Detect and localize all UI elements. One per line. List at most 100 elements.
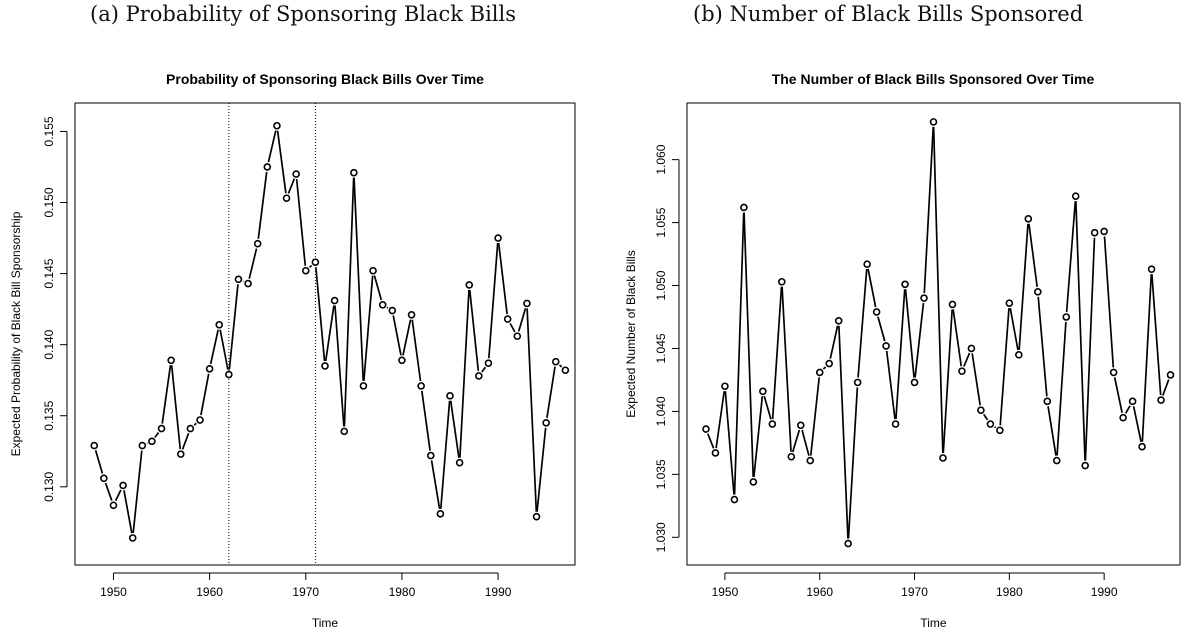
- data-point: [157, 424, 166, 433]
- series-line-segment: [248, 248, 258, 279]
- data-point: [407, 311, 416, 319]
- series-line-segment: [181, 432, 190, 450]
- data-point: [939, 454, 947, 462]
- y-tick-label: 1.055: [654, 207, 668, 237]
- y-tick-label: 1.035: [654, 459, 668, 489]
- series-line-segment: [983, 413, 989, 421]
- data-point: [138, 441, 147, 450]
- series-line-segment: [885, 350, 896, 420]
- series-line-segment: [1047, 406, 1057, 456]
- data-point: [340, 427, 349, 436]
- series-line-segment: [1075, 201, 1086, 461]
- series-line-segment: [343, 177, 355, 427]
- series-line-segment: [857, 269, 868, 378]
- data-point: [1128, 397, 1137, 406]
- series-line-segment: [932, 126, 944, 454]
- series-line-segment: [468, 289, 480, 372]
- series-line-segment: [1162, 379, 1170, 396]
- data-point: [901, 280, 909, 289]
- series-line-segment: [1132, 406, 1142, 442]
- data-point: [721, 382, 729, 391]
- y-tick-label: 0.145: [42, 258, 56, 288]
- data-point: [253, 239, 262, 248]
- data-point: [465, 281, 474, 289]
- data-point: [311, 258, 320, 267]
- data-point: [388, 306, 397, 315]
- series-line-segment: [822, 366, 827, 370]
- data-point: [730, 495, 739, 504]
- data-point: [711, 449, 720, 457]
- data-point: [234, 275, 243, 284]
- series-line-segment: [104, 482, 113, 501]
- data-point: [778, 277, 786, 286]
- series-line-segment: [439, 400, 451, 509]
- series-line-segment: [753, 396, 764, 478]
- series-line-segment: [314, 267, 326, 362]
- data-point: [90, 441, 99, 450]
- data-point: [977, 406, 985, 414]
- series-line-segment: [1141, 274, 1153, 442]
- data-point: [872, 308, 881, 316]
- series-line-segment: [430, 460, 441, 510]
- series-line-segment: [1124, 405, 1131, 414]
- series-line-segment: [276, 130, 287, 194]
- series-line-segment: [952, 309, 963, 367]
- data-point: [1166, 371, 1175, 379]
- series-line-segment: [420, 390, 431, 451]
- data-point: [330, 296, 339, 305]
- data-point: [1138, 442, 1146, 451]
- y-tick-label: 0.130: [42, 471, 56, 501]
- data-point: [494, 234, 502, 242]
- data-point: [1024, 215, 1033, 223]
- data-point: [513, 332, 522, 340]
- series-line-segment: [411, 319, 422, 382]
- series-line-segment: [724, 391, 735, 495]
- data-point: [1052, 456, 1061, 465]
- series-line-segment: [923, 126, 935, 294]
- series-line-segment: [971, 353, 981, 406]
- data-point: [475, 372, 483, 380]
- series-line-segment: [994, 426, 997, 429]
- data-point: [282, 194, 291, 203]
- x-tick-label: 1990: [485, 585, 512, 599]
- data-point: [787, 452, 796, 461]
- series-line-segment: [546, 366, 556, 419]
- x-tick-label: 1960: [196, 585, 223, 599]
- data-point: [359, 382, 368, 390]
- data-point: [551, 357, 560, 366]
- data-point: [740, 203, 748, 212]
- series-line-segment: [829, 325, 839, 359]
- series-line-segment: [449, 400, 460, 458]
- series-line-segment: [1028, 223, 1038, 287]
- caption-panel-a: (a) Probability of Sponsoring Black Bill…: [90, 2, 517, 26]
- data-point: [815, 368, 824, 377]
- data-point: [853, 378, 862, 387]
- series-line-segment: [123, 490, 133, 534]
- y-tick-label: 1.030: [654, 522, 668, 552]
- series-line-segment: [867, 268, 877, 308]
- data-point: [806, 456, 815, 465]
- series-line-segment: [838, 325, 849, 539]
- y-tick-label: 0.135: [42, 400, 56, 430]
- series-line-segment: [94, 450, 104, 474]
- series-line-segment: [999, 308, 1010, 426]
- data-point: [1071, 192, 1080, 200]
- caption-panel-b: (b) Number of Black Bills Sponsored: [693, 2, 1084, 26]
- data-point: [205, 365, 214, 373]
- series-line-segment: [200, 373, 210, 416]
- x-tick-label: 1980: [389, 585, 416, 599]
- plot-frame: [74, 102, 576, 566]
- series-line-segment: [386, 306, 389, 309]
- series-line-segment: [402, 319, 412, 356]
- data-point: [128, 534, 137, 542]
- data-point: [768, 420, 777, 428]
- series-line-segment: [743, 212, 755, 477]
- x-tick-label: 1980: [996, 585, 1023, 599]
- y-axis-label: Expected Probability of Black Bill Spons…: [9, 211, 23, 456]
- data-point: [532, 512, 541, 521]
- series-line-segment: [228, 284, 239, 370]
- series-line-segment: [847, 387, 859, 539]
- data-point: [215, 320, 224, 329]
- series-line-segment: [161, 365, 172, 424]
- series-line-segment: [459, 289, 470, 458]
